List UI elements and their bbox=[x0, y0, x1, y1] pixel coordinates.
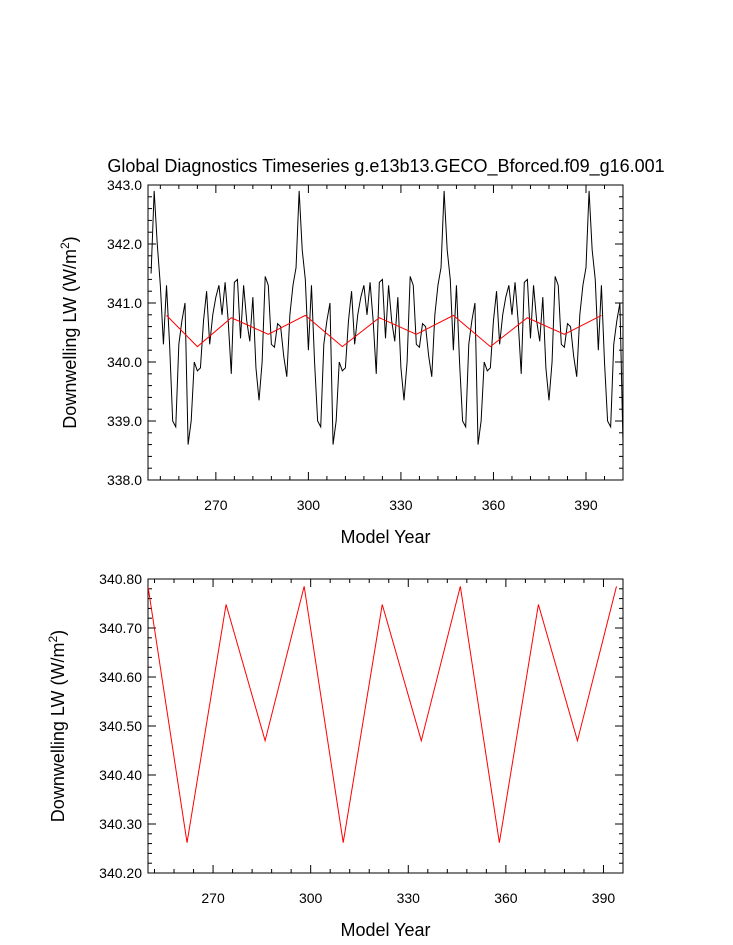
y-tick-label: 340.40 bbox=[99, 767, 142, 783]
x-axis-title: Model Year bbox=[340, 920, 430, 940]
y-tick-label: 341.0 bbox=[107, 295, 142, 311]
x-tick-label: 270 bbox=[201, 890, 225, 906]
y-tick-label: 340.30 bbox=[99, 816, 142, 832]
y-tick-label: 340.70 bbox=[99, 620, 142, 636]
x-axis-title: Model Year bbox=[340, 527, 430, 547]
plot-frame bbox=[147, 578, 624, 874]
y-tick-label: 338.0 bbox=[107, 472, 142, 488]
chart-title: Global Diagnostics Timeseries g.e13b13.G… bbox=[107, 156, 664, 177]
y-tick-label: 342.0 bbox=[107, 236, 142, 252]
x-tick-label: 270 bbox=[204, 497, 228, 513]
x-tick-label: 330 bbox=[389, 497, 413, 513]
y-tick-label: 340.80 bbox=[99, 571, 142, 587]
y-tick-label: 340.50 bbox=[99, 718, 142, 734]
lower-panel: 270 300 330 360 390 340.20 340.30 340.40 340.50 3… bbox=[46, 571, 624, 940]
plot-frame bbox=[147, 184, 624, 481]
upper-panel: 270 300 330 360 390 338.0 339.0 340.0 341.0 342.0… bbox=[58, 177, 624, 547]
x-tick-label: 300 bbox=[299, 890, 323, 906]
x-tick-label: 390 bbox=[592, 890, 616, 906]
x-tick-label: 330 bbox=[397, 890, 421, 906]
y-tick-label: 340.0 bbox=[107, 354, 142, 370]
x-tick-label: 360 bbox=[482, 497, 506, 513]
series-line-red bbox=[148, 586, 617, 843]
y-tick-label: 340.20 bbox=[99, 865, 142, 881]
x-tick-label: 360 bbox=[494, 890, 518, 906]
y-axis-title: Downwelling LW (W/m2) bbox=[58, 236, 80, 428]
x-tick-label: 300 bbox=[297, 497, 321, 513]
y-axis-title: Downwelling LW (W/m2) bbox=[46, 630, 68, 822]
x-tick-label: 390 bbox=[574, 497, 598, 513]
series-line-red bbox=[166, 314, 602, 348]
series-line-black bbox=[150, 190, 623, 445]
y-tick-label: 343.0 bbox=[107, 177, 142, 193]
y-tick-label: 340.60 bbox=[99, 669, 142, 685]
y-tick-label: 339.0 bbox=[107, 413, 142, 429]
